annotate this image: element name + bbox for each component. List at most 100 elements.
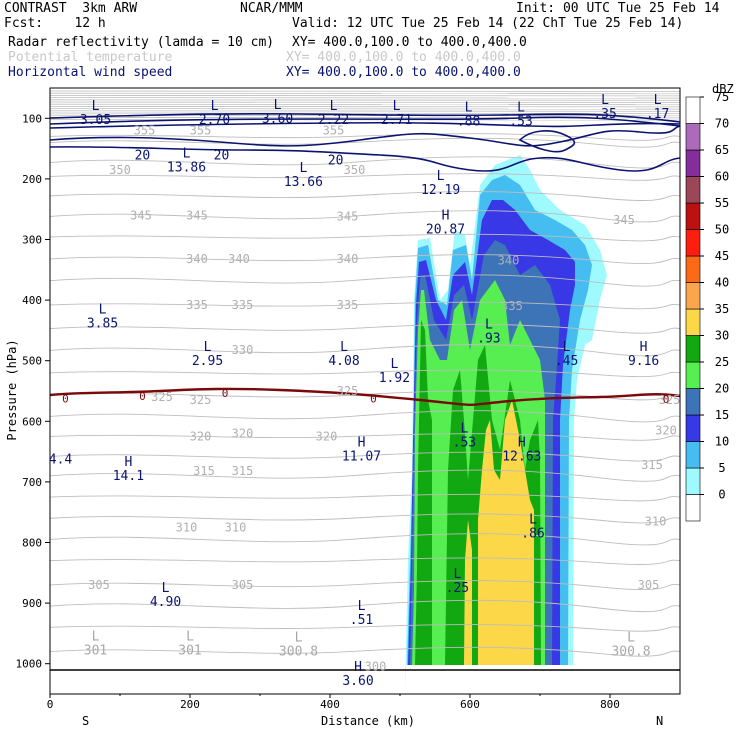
theta-label: 310 bbox=[645, 514, 667, 528]
colorbar-swatch bbox=[685, 414, 701, 442]
theta-contour bbox=[50, 513, 680, 524]
extremum-value: .88 bbox=[457, 114, 480, 129]
wind-label: 20 bbox=[214, 149, 230, 164]
field-theta-name: Potential temperature bbox=[8, 50, 173, 65]
x-tick-label: 0 bbox=[47, 698, 54, 711]
extremum-value: 1.92 bbox=[379, 371, 410, 386]
y-tick-label: 600 bbox=[22, 415, 42, 428]
extremum-value: .35 bbox=[593, 107, 616, 122]
extremum-marker: H bbox=[640, 340, 648, 355]
theta-label: 345 bbox=[186, 208, 208, 222]
theta-contour bbox=[50, 533, 680, 546]
extremum-marker: L bbox=[627, 631, 635, 646]
extremum-value: .86 bbox=[521, 527, 544, 542]
extremum-value: .45 bbox=[555, 354, 578, 369]
x-tick-label: 800 bbox=[600, 698, 620, 711]
forecast-hour: Fcst: 12 h bbox=[4, 16, 106, 31]
y-tick-label: 1000 bbox=[16, 658, 43, 671]
extremum-marker: L bbox=[186, 629, 194, 644]
theta-label: 345 bbox=[613, 213, 635, 227]
colorbar-label: 5 bbox=[718, 461, 725, 475]
y-tick-label: 800 bbox=[22, 537, 42, 550]
contour-labels: 355 355 355 350 350 345 345 345 345 340 340 340 340 3… bbox=[49, 93, 681, 689]
extremum-value: 9.16 bbox=[628, 354, 659, 369]
colorbar-label: 0 bbox=[718, 488, 725, 502]
wind-contour bbox=[50, 116, 680, 127]
colorbar-swatch bbox=[685, 255, 701, 283]
extremum-marker: L bbox=[99, 302, 107, 317]
extremum-value: 13.66 bbox=[284, 175, 323, 190]
theta-label: 350 bbox=[344, 163, 366, 177]
colorbar-swatch bbox=[685, 308, 701, 336]
theta-contour bbox=[50, 94, 680, 97]
theta-label: 325 bbox=[337, 384, 359, 398]
extremum-value: 20.87 bbox=[426, 222, 465, 237]
theta-label: 335 bbox=[232, 298, 254, 312]
colorbar-label: 65 bbox=[715, 143, 729, 157]
theta-contour bbox=[50, 433, 680, 441]
theta-label: 340 bbox=[228, 252, 250, 266]
y-tick-label: 200 bbox=[22, 173, 42, 186]
theta-label: 320 bbox=[232, 426, 254, 440]
extremum-value: 2.95 bbox=[192, 354, 223, 369]
colorbar-swatch bbox=[685, 335, 701, 363]
extremum-marker: L bbox=[601, 93, 609, 108]
x-axis-end-label: N bbox=[656, 714, 663, 728]
extremum-value: 14.1 bbox=[113, 469, 144, 484]
theta-label: 305 bbox=[638, 578, 660, 592]
wind-contours bbox=[50, 113, 680, 172]
colorbar-label: 70 bbox=[715, 117, 729, 131]
colorbar-label: 75 bbox=[715, 90, 729, 104]
y-tick-label: 300 bbox=[22, 234, 42, 247]
extremum-value: .25 bbox=[446, 581, 469, 596]
theta-contour bbox=[50, 451, 680, 462]
extremum-marker: L bbox=[330, 99, 338, 114]
theta-contour bbox=[50, 646, 680, 657]
extremum-marker: H bbox=[518, 436, 526, 451]
field-theta-xy: XY= 400.0,100.0 to 400.0,400.0 bbox=[286, 50, 521, 65]
extremum-value: .53 bbox=[453, 436, 476, 451]
theta-label: 355 bbox=[190, 123, 212, 137]
extremum-value: 3.60 bbox=[342, 674, 373, 689]
theta-label: 330 bbox=[232, 343, 254, 357]
theta-contour bbox=[50, 110, 680, 112]
x-axis-start-label: S bbox=[82, 714, 89, 728]
colorbar-swatch bbox=[685, 494, 701, 522]
extremum-marker: L bbox=[654, 93, 662, 108]
zero-line bbox=[50, 387, 680, 406]
colorbar-swatch bbox=[685, 229, 701, 257]
x-tick-label: 600 bbox=[460, 698, 480, 711]
theta-contour bbox=[50, 580, 680, 591]
extremum-value: .53 bbox=[509, 114, 532, 129]
theta-contour bbox=[50, 101, 680, 103]
colorbar-swatch bbox=[685, 361, 701, 389]
wind-contour bbox=[50, 113, 680, 123]
theta-contour bbox=[50, 108, 680, 110]
extremum-marker: H bbox=[442, 208, 450, 223]
theta-contour bbox=[50, 344, 680, 357]
theta-label: 320 bbox=[190, 429, 212, 443]
theta-label: 340 bbox=[498, 254, 520, 268]
theta-contour bbox=[50, 390, 680, 401]
theta-contour bbox=[50, 191, 680, 201]
field-reflectivity-xy: XY= 400.0,100.0 to 400.0,400.0 bbox=[292, 35, 527, 50]
colorbar-label: 40 bbox=[715, 276, 729, 290]
extremum-marker: H bbox=[124, 455, 132, 470]
extremum-marker: L bbox=[92, 99, 100, 114]
theta-contour bbox=[50, 92, 680, 95]
extremum-marker: L bbox=[204, 340, 212, 355]
extremum-value: 11.07 bbox=[342, 450, 381, 465]
colorbar-unit: dBZ bbox=[712, 82, 734, 96]
freezing-line-label: 0 bbox=[139, 390, 146, 403]
theta-label: 340 bbox=[337, 252, 359, 266]
theta-contour bbox=[50, 410, 680, 423]
colorbar-label: 10 bbox=[715, 435, 729, 449]
y-tick-label: 500 bbox=[22, 355, 42, 368]
theta-contour bbox=[50, 599, 680, 613]
freezing-level-line bbox=[50, 387, 680, 406]
extremum-value: 4.90 bbox=[150, 595, 181, 610]
theta-label: 300 bbox=[365, 660, 387, 674]
extremum-marker: L bbox=[529, 513, 537, 528]
colorbar-swatch bbox=[685, 441, 701, 469]
extremum-value: 2.22 bbox=[318, 113, 349, 128]
